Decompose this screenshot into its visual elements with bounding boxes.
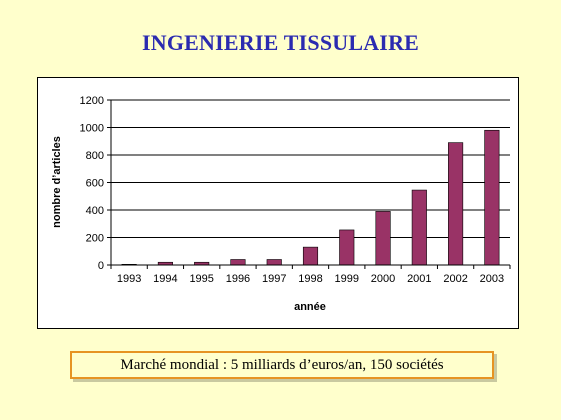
x-tick-label: 1999 <box>335 273 359 285</box>
y-tick-label: 0 <box>98 260 104 272</box>
y-tick-labels: 0 200 400 600 800 1000 1200 <box>80 95 111 272</box>
x-tick-label: 1997 <box>262 273 286 285</box>
x-tick-label: 2000 <box>371 273 395 285</box>
slide-title: INGENIERIE TISSULAIRE <box>141 30 420 55</box>
chart-container: 0 200 400 600 800 1000 1200 1993 1994 1995 1996 19… <box>37 77 519 329</box>
bar <box>375 211 391 266</box>
y-tick-label: 600 <box>86 178 104 190</box>
bar <box>302 246 319 266</box>
bar <box>266 259 282 266</box>
bars <box>121 129 500 266</box>
y-tick-label: 1200 <box>80 95 104 107</box>
y-axis-title: nombre d’articles <box>51 136 63 228</box>
bar <box>411 189 427 266</box>
x-tick-label: 1996 <box>226 273 250 285</box>
x-tick-label: 1994 <box>153 273 177 285</box>
market-summary-box: Marché mondial : 5 milliards d’euros/an,… <box>70 351 494 379</box>
x-tick-label: 2003 <box>480 273 504 285</box>
y-tick-label: 1000 <box>80 123 104 135</box>
x-tick-label: 1995 <box>189 273 213 285</box>
x-tick-labels: 1993 1994 1995 1996 1997 1998 1999 2000 2001 2002… <box>110 265 511 285</box>
y-tick-label: 400 <box>86 205 104 217</box>
bar <box>339 229 355 266</box>
x-axis-title: année <box>294 301 326 313</box>
bar <box>448 142 464 266</box>
x-tick-label: 2002 <box>443 273 467 285</box>
y-tick-label: 200 <box>86 233 104 245</box>
x-tick-label: 2001 <box>407 273 431 285</box>
x-tick-label: 1993 <box>117 273 141 285</box>
gridlines <box>111 99 510 238</box>
y-tick-label: 800 <box>86 150 104 162</box>
bar <box>484 129 500 266</box>
bar <box>230 259 246 266</box>
x-tick-label: 1998 <box>298 273 322 285</box>
